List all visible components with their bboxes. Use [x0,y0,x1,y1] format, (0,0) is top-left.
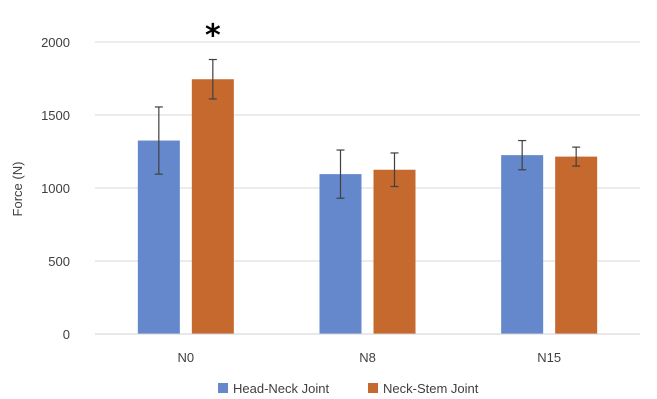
bar [501,155,544,334]
grid-lines [95,41,640,262]
bars [137,79,598,334]
y-tick-label: 0 [63,327,70,342]
legend: Head-Neck Joint Neck-Stem Joint [218,381,479,396]
y-tick-labels: 0 500 1000 1500 2000 [41,35,70,342]
legend-label: Head-Neck Joint [233,381,329,396]
bar [373,169,416,334]
significance-marker: * [205,19,221,54]
x-tick-label: N8 [359,350,376,365]
error-bars [154,58,581,199]
y-tick-label: 1500 [41,108,70,123]
y-tick-label: 500 [48,254,70,269]
y-tick-label: 1000 [41,181,70,196]
legend-swatch [368,383,378,393]
x-tick-label: N0 [178,350,195,365]
bar [555,156,598,334]
legend-label: Neck-Stem Joint [383,381,479,396]
bar [191,79,234,334]
y-tick-label: 2000 [41,35,70,50]
x-tick-labels: N0 N8 N15 [178,350,562,365]
legend-swatch [218,383,228,393]
bar [319,174,362,334]
y-axis-label: Force (N) [10,162,25,217]
annotations: * [205,19,221,54]
x-tick-label: N15 [537,350,561,365]
